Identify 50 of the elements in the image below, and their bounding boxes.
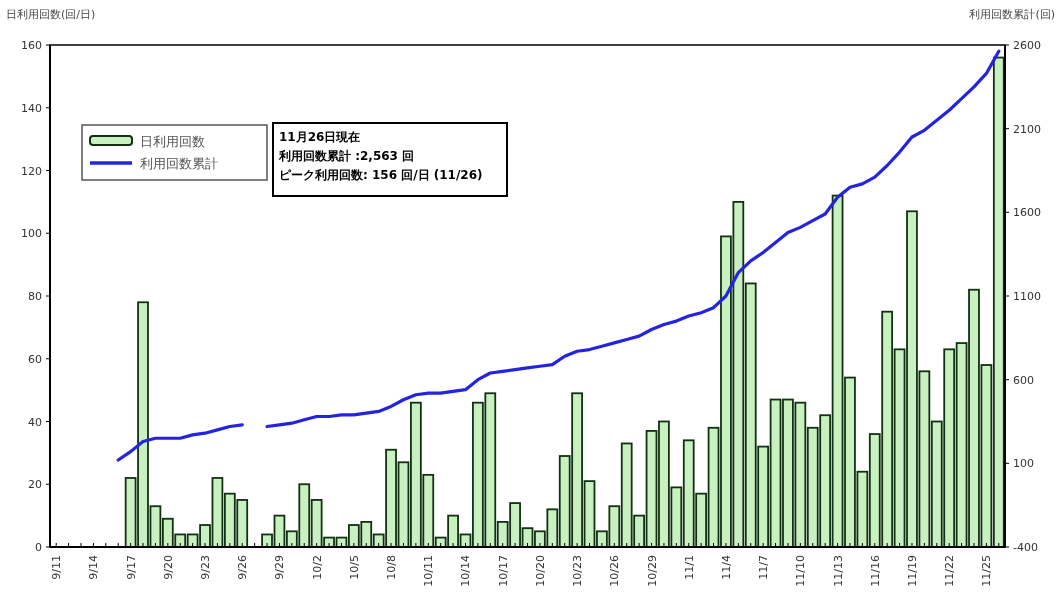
y-tick-label: 140 xyxy=(21,101,42,115)
legend-label: 利用回数累計 xyxy=(140,156,218,171)
x-tick-label: 9/17 xyxy=(124,555,138,580)
y2-tick-label: -400 xyxy=(1013,541,1038,554)
x-tick-label: 11/25 xyxy=(980,555,994,587)
x-tick-label: 11/7 xyxy=(757,555,771,580)
y2-tick-label: 1100 xyxy=(1013,290,1041,303)
x-tick-label: 9/29 xyxy=(273,555,287,580)
y-axis-title: 日利用回数(回/日) xyxy=(6,8,96,21)
x-tick-label: 11/1 xyxy=(682,555,696,580)
y-tick-label: 60 xyxy=(28,352,42,366)
x-tick-label: 9/26 xyxy=(236,555,250,580)
legend-label: 日利用回数 xyxy=(140,134,205,149)
y-tick-label: 0 xyxy=(35,541,42,554)
x-tick-label: 10/17 xyxy=(496,555,510,587)
x-tick-label: 10/26 xyxy=(608,555,622,587)
x-tick-label: 11/19 xyxy=(905,555,919,587)
x-tick-label: 9/14 xyxy=(87,555,101,580)
x-tick-label: 9/11 xyxy=(50,555,64,580)
annotation: 11月26日現在 xyxy=(279,130,361,144)
annotation: 利用回数累計 :2,563 回 xyxy=(278,149,415,163)
x-tick-label: 10/2 xyxy=(310,555,324,580)
x-tick-label: 10/11 xyxy=(422,555,436,587)
y2-tick-label: 2100 xyxy=(1013,122,1041,136)
y-tick-label: 40 xyxy=(28,415,42,429)
x-tick-label: 10/20 xyxy=(533,555,547,587)
y-tick-label: 120 xyxy=(21,164,42,178)
x-tick-label: 11/16 xyxy=(868,555,882,587)
y2-tick-label: 2600 xyxy=(1013,39,1041,52)
y-tick-label: 20 xyxy=(28,478,42,492)
y-tick-label: 160 xyxy=(21,39,42,52)
annotation: ピーク利用回数: 156 回/日 (11/26) xyxy=(279,168,483,182)
x-tick-label: 11/10 xyxy=(794,555,808,587)
x-tick-label: 11/22 xyxy=(943,555,957,587)
y2-axis-title: 利用回数累計(回) xyxy=(969,8,1055,21)
x-tick-label: 10/29 xyxy=(645,555,659,587)
x-tick-label: 9/23 xyxy=(199,555,213,580)
x-tick-label: 10/8 xyxy=(385,555,399,580)
y2-tick-label: 1600 xyxy=(1013,206,1041,220)
x-tick-label: 11/4 xyxy=(719,555,733,580)
note-box: 11月26日現在 利用回数累計 :2,563 回 ピーク利用回数: 156 回/日 (11/26) xyxy=(272,122,508,197)
y-tick-label: 80 xyxy=(28,290,42,303)
y-tick-label: 100 xyxy=(21,227,42,241)
y2-tick-label: 600 xyxy=(1013,373,1034,387)
x-tick-label: 10/14 xyxy=(459,555,473,587)
x-tick-label: 10/23 xyxy=(571,555,585,587)
y2-tick-label: 100 xyxy=(1013,457,1034,471)
x-tick-label: 11/13 xyxy=(831,555,845,587)
x-tick-label: 10/5 xyxy=(347,555,361,580)
x-tick-label: 9/20 xyxy=(161,555,175,580)
